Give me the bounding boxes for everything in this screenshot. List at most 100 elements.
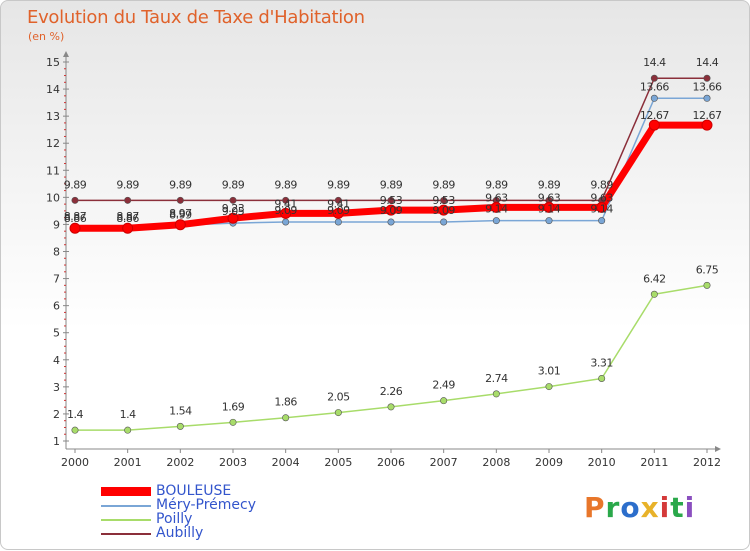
- series-points: [69, 74, 713, 434]
- x-tick-label: 2006: [377, 456, 405, 469]
- data-label-aubilly: 9.89: [116, 178, 139, 191]
- data-label-m-ry-pr-mecy: 9.05: [222, 205, 245, 218]
- logo-letter: P: [584, 491, 606, 524]
- x-tick-label: 2009: [535, 456, 563, 469]
- data-label-m-ry-pr-mecy: 13.66: [640, 80, 669, 93]
- data-labels: 9.89 9.89 9.89 9.89 9.89 9.89 9.89 9.89 9.89 9.89…: [64, 56, 723, 421]
- x-tick-label: 2012: [693, 456, 721, 469]
- data-point-bouleuse: [69, 222, 81, 234]
- legend-swatch-poilly: [101, 519, 151, 521]
- data-point-bouleuse: [385, 204, 397, 216]
- data-label-poilly: 1.69: [222, 400, 245, 413]
- data-label-bouleuse: 8.86: [116, 212, 139, 225]
- data-label-bouleuse: 9.63: [485, 191, 508, 204]
- data-point-bouleuse: [227, 212, 239, 224]
- data-point-aubilly: [334, 196, 342, 204]
- data-label-aubilly: 9.89: [274, 178, 297, 191]
- x-tick-label: 2010: [588, 456, 616, 469]
- data-label-bouleuse: 12.67: [640, 109, 669, 122]
- data-label-aubilly: 14.4: [696, 56, 719, 69]
- data-point-poilly: [598, 374, 606, 382]
- data-label-aubilly: 9.89: [538, 178, 561, 191]
- data-label-aubilly: 9.89: [485, 178, 508, 191]
- data-point-poilly: [176, 422, 184, 430]
- data-point-poilly: [229, 418, 237, 426]
- y-tick-label: 6: [53, 300, 60, 313]
- y-tick-label: 13: [46, 110, 60, 123]
- legend-swatch-bouleuse: [101, 487, 151, 496]
- y-tick-label: 1: [53, 435, 60, 448]
- data-point-aubilly: [71, 196, 79, 204]
- data-label-poilly: 3.01: [538, 365, 561, 378]
- data-label-m-ry-pr-mecy: 8.87: [116, 210, 139, 223]
- data-point-poilly: [650, 290, 658, 298]
- data-point-aubilly: [387, 196, 395, 204]
- x-tick-label: 2004: [272, 456, 300, 469]
- data-label-poilly: 2.74: [485, 372, 508, 385]
- y-axis-arrow: [63, 51, 69, 57]
- y-tick-label: 3: [53, 381, 60, 394]
- data-label-bouleuse: 9.63: [538, 191, 561, 204]
- data-label-m-ry-pr-mecy: 9.09: [432, 204, 455, 217]
- y-tick-label: 2: [53, 408, 60, 421]
- data-label-bouleuse: 9.41: [274, 197, 297, 210]
- data-point-bouleuse: [438, 204, 450, 216]
- legend-label-bouleuse: BOULEUSE: [156, 483, 232, 499]
- data-point-bouleuse: [280, 207, 292, 219]
- y-tick-label: 8: [53, 246, 60, 259]
- data-label-bouleuse: 9.41: [327, 197, 350, 210]
- data-label-poilly: 6.42: [643, 272, 666, 285]
- data-label-poilly: 3.31: [590, 356, 613, 369]
- data-point-bouleuse: [332, 207, 344, 219]
- data-point-poilly: [387, 403, 395, 411]
- data-point-bouleuse: [701, 119, 713, 131]
- legend-label-mery-premecy: Méry-Prémecy: [156, 497, 257, 513]
- proxiti-logo: Proxiti: [584, 491, 695, 524]
- data-label-bouleuse: 9.53: [432, 194, 455, 207]
- logo-letter: i: [659, 491, 671, 524]
- y-tick-label: 4: [53, 354, 60, 367]
- logo-letter: i: [684, 491, 696, 524]
- x-tick-label: 2008: [482, 456, 510, 469]
- data-point-aubilly: [229, 196, 237, 204]
- data-label-poilly: 1.54: [169, 404, 192, 417]
- chart-title: Evolution du Taux de Taxe d'Habitation: [27, 7, 365, 28]
- logo-letter: t: [670, 491, 685, 524]
- data-point-m-ry-pr-mecy: [387, 218, 395, 226]
- data-label-poilly: 2.49: [432, 379, 455, 392]
- data-label-m-ry-pr-mecy: 9.09: [327, 204, 350, 217]
- y-tick-label: 15: [46, 56, 60, 69]
- data-point-m-ry-pr-mecy: [545, 217, 553, 225]
- data-label-bouleuse: 8.99: [169, 209, 192, 222]
- data-point-poilly: [703, 281, 711, 289]
- data-point-m-ry-pr-mecy: [650, 94, 658, 102]
- data-point-poilly: [492, 390, 500, 398]
- data-point-poilly: [545, 383, 553, 391]
- data-point-m-ry-pr-mecy: [440, 218, 448, 226]
- y-tick-label: 11: [46, 164, 60, 177]
- data-label-m-ry-pr-mecy: 13.66: [693, 80, 722, 93]
- data-point-m-ry-pr-mecy: [703, 94, 711, 102]
- data-label-poilly: 1.4: [120, 408, 136, 421]
- x-tick-label: 2000: [61, 456, 89, 469]
- y-tick-label: 12: [46, 137, 60, 150]
- data-label-aubilly: 9.89: [432, 178, 455, 191]
- x-axis-arrow: [715, 446, 721, 452]
- legend-swatch-mery-premecy: [101, 505, 151, 507]
- data-point-poilly: [440, 397, 448, 405]
- legend-label-poilly: Poilly: [156, 511, 193, 527]
- data-label-m-ry-pr-mecy: 9.14: [590, 203, 613, 216]
- data-label-aubilly: 9.89: [327, 178, 350, 191]
- chart-unit-label: (en %): [28, 30, 65, 43]
- data-label-poilly: 2.26: [380, 385, 403, 398]
- data-label-m-ry-pr-mecy: 8.97: [169, 207, 192, 220]
- y-tick-label: 5: [53, 327, 60, 340]
- y-tick-label: 14: [46, 83, 60, 96]
- data-point-m-ry-pr-mecy: [598, 217, 606, 225]
- data-label-poilly: 1.4: [67, 408, 83, 421]
- data-point-bouleuse: [490, 201, 502, 213]
- data-label-aubilly: 14.4: [643, 56, 666, 69]
